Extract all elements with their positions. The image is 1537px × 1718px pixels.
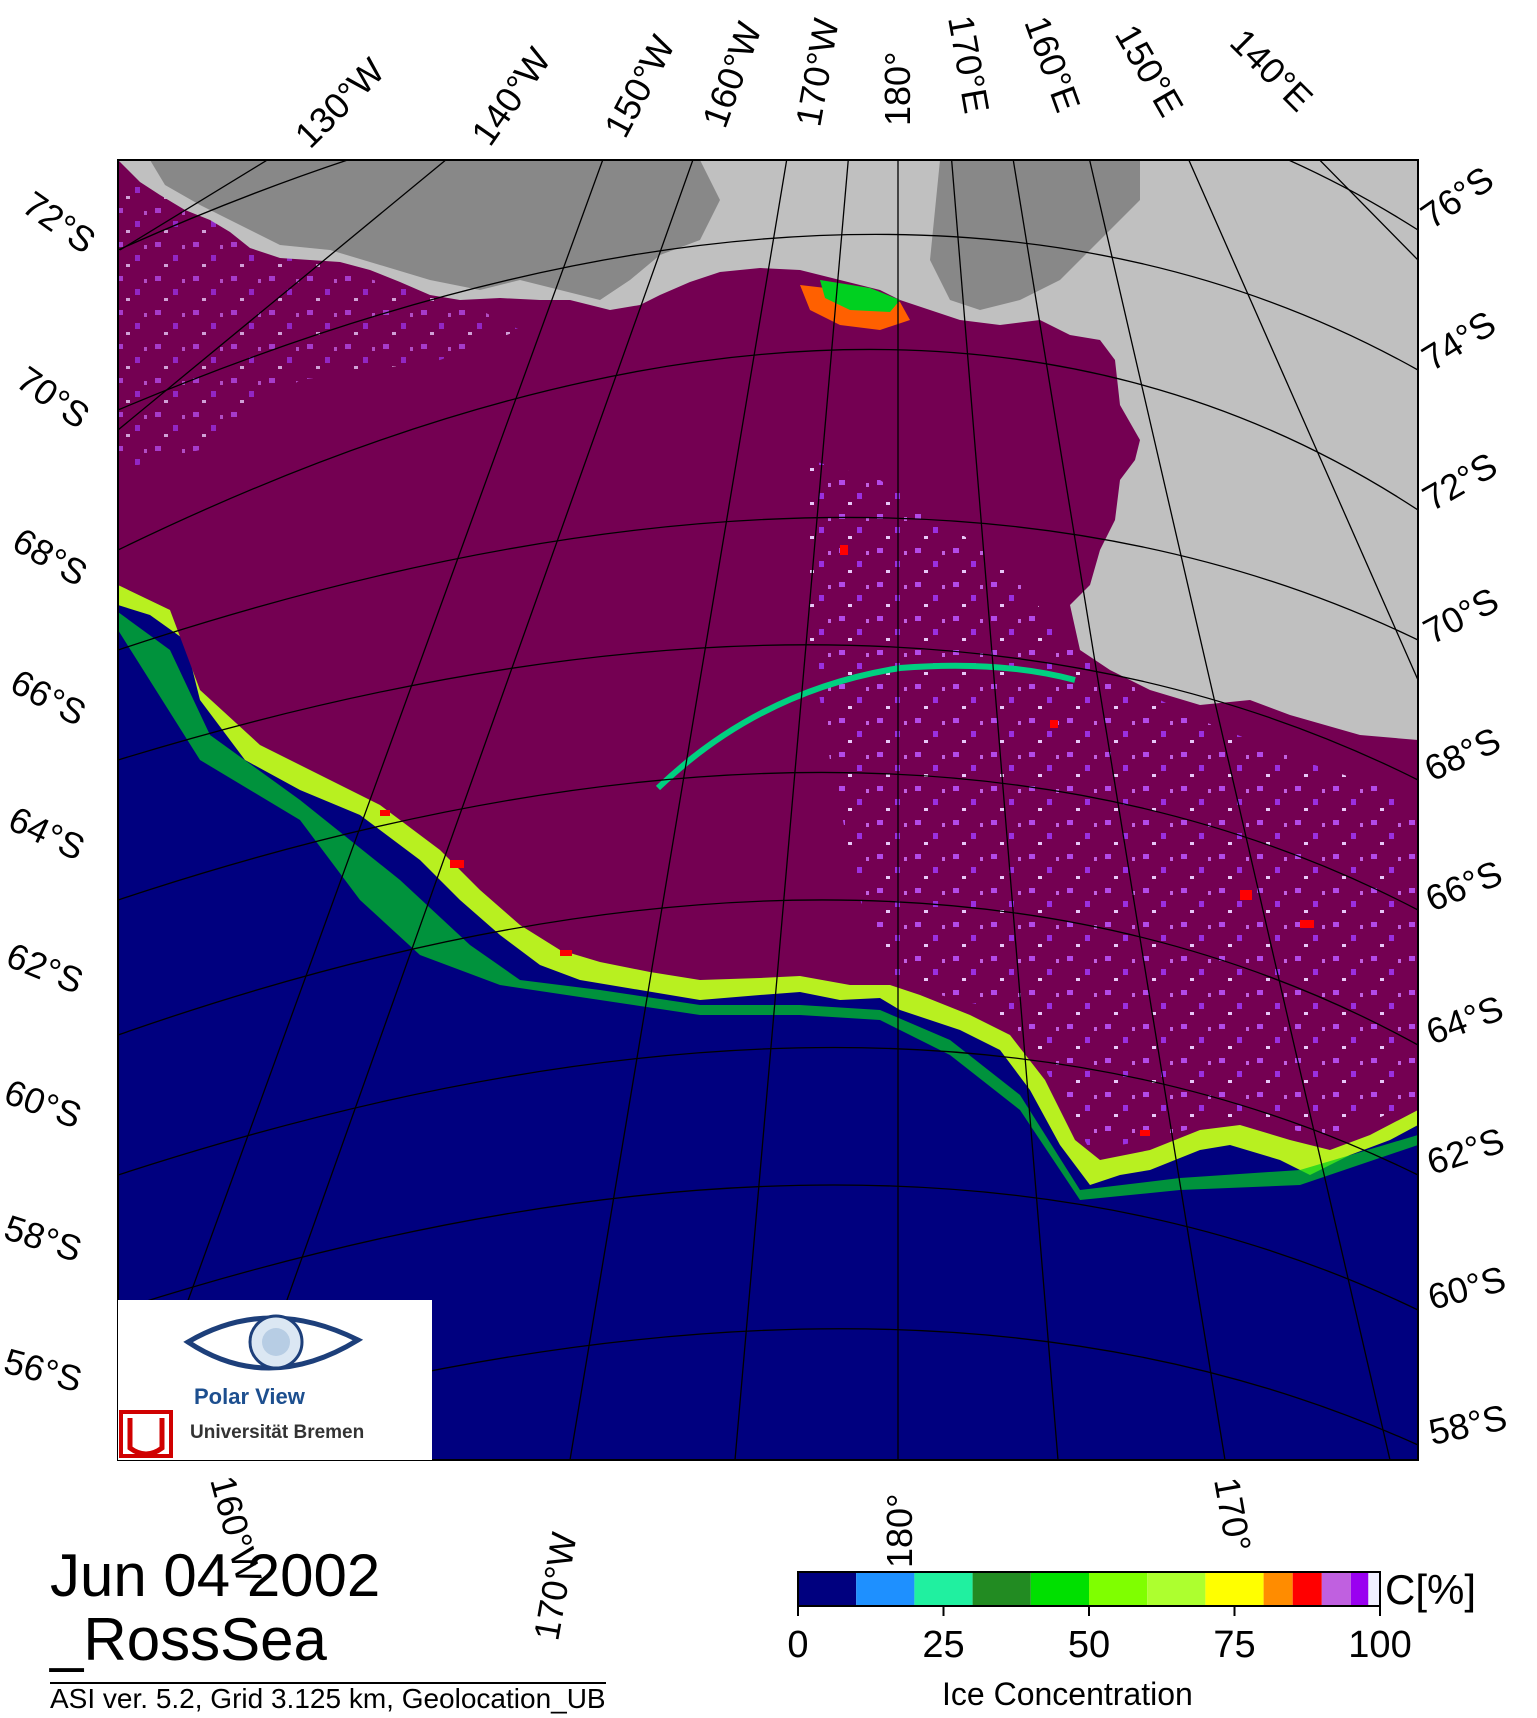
high-concentration-spots (380, 545, 1314, 1136)
colorbar-bin (1147, 1572, 1206, 1606)
polar-view-logo: Polar View Universität Bremen (118, 1300, 432, 1460)
lon-label: 130°W (287, 50, 393, 156)
lon-label: 170°W (526, 1529, 585, 1643)
lon-label: 180° (877, 52, 918, 126)
colorbar-bin (856, 1572, 915, 1606)
lat-label: 62°S (1, 934, 89, 1001)
colorbar-title: Ice Concentration (942, 1676, 1193, 1712)
graticule (118, 160, 1418, 1460)
logo-title: Polar View (194, 1384, 305, 1409)
lon-label: 180° (879, 1494, 920, 1568)
lat-label: 66°S (1420, 852, 1508, 919)
colorbar-tick-label: 75 (1213, 1624, 1256, 1666)
coastal-polynya-green (820, 280, 900, 312)
lat-label: 70°S (1417, 579, 1506, 652)
lon-label: 140°W (463, 40, 559, 152)
colorbar-bin (1350, 1572, 1369, 1606)
colorbar-bin (1368, 1572, 1380, 1606)
lon-label: 170°E (940, 12, 997, 116)
lat-label: 64°S (1421, 987, 1509, 1052)
lat-label: 72°S (15, 183, 103, 262)
swath-artifact-arc (655, 662, 1076, 791)
colorbar-bin (1292, 1572, 1322, 1606)
colorbar-bin (914, 1572, 973, 1606)
lat-label: 72°S (1416, 444, 1504, 519)
top-longitude-labels: 130°W 140°W 150°W 160°W 170°W 180° 170°E… (287, 11, 1321, 156)
antarctic-land (118, 160, 1418, 740)
lat-label: 62°S (1422, 1119, 1509, 1182)
lat-label: 74°S (1415, 302, 1503, 378)
colorbar-bin (1030, 1572, 1089, 1606)
colorbar-bin (798, 1572, 857, 1606)
colorbar-tick-label: 100 (1348, 1624, 1412, 1666)
lat-label: 68°S (1418, 719, 1506, 789)
map-frame (117, 159, 1419, 1461)
lat-label: 70°S (9, 358, 97, 437)
colorbar-tick-label: 50 (1067, 1624, 1111, 1666)
ross-ice-shelf-east (930, 160, 1140, 310)
colorbar-units: C[%] (1385, 1566, 1477, 1613)
colorbar-bin (1321, 1572, 1351, 1606)
lon-label: 170°W (788, 15, 847, 129)
lon-label: 140°E (1222, 21, 1321, 120)
lon-label: 160°E (1016, 11, 1088, 118)
marginal-ice-zone (810, 460, 1418, 1150)
lat-label: 56°S (0, 1340, 86, 1400)
left-latitude-labels: 72°S 70°S 68°S 66°S 64°S 62°S 60°S 58°S … (0, 183, 103, 1400)
map-area (118, 160, 1418, 1460)
eye-logo-icon (119, 1314, 364, 1458)
date-label: Jun 04 2002 (50, 1542, 381, 1609)
lon-label: 150°E (1107, 18, 1192, 124)
ice-edge-green (118, 612, 1418, 1200)
lat-label: 58°S (0, 1207, 87, 1270)
lat-label: 76°S (1413, 158, 1501, 237)
colorbar-tick-label: 25 (922, 1624, 965, 1666)
lat-label: 68°S (6, 519, 94, 594)
lat-label: 66°S (4, 661, 93, 734)
lon-label: 170° (1206, 1474, 1259, 1554)
colorbar (797, 1571, 1381, 1616)
lat-label: 60°S (0, 1071, 87, 1136)
lat-label: 64°S (3, 798, 91, 868)
colorbar-bin (972, 1572, 1031, 1606)
colorbar-bin (1089, 1572, 1148, 1606)
lon-label: 150°W (596, 29, 683, 144)
credit-label: ASI ver. 5.2, Grid 3.125 km, Geolocation… (50, 1682, 606, 1714)
colorbar-tick-label: 0 (787, 1624, 809, 1666)
logo-subtitle: Universität Bremen (190, 1422, 365, 1443)
lon-label: 160°W (694, 17, 770, 133)
marginal-ice-zone-west (118, 180, 520, 470)
lat-label: 60°S (1423, 1258, 1509, 1318)
colorbar-bin (1263, 1572, 1293, 1606)
region-label: _RossSea (50, 1606, 327, 1673)
right-latitude-labels: 76°S 74°S 72°S 70°S 68°S 66°S 64°S 62°S … (1413, 158, 1510, 1453)
colorbar-bin (1205, 1572, 1264, 1606)
lat-label: 58°S (1425, 1396, 1510, 1452)
